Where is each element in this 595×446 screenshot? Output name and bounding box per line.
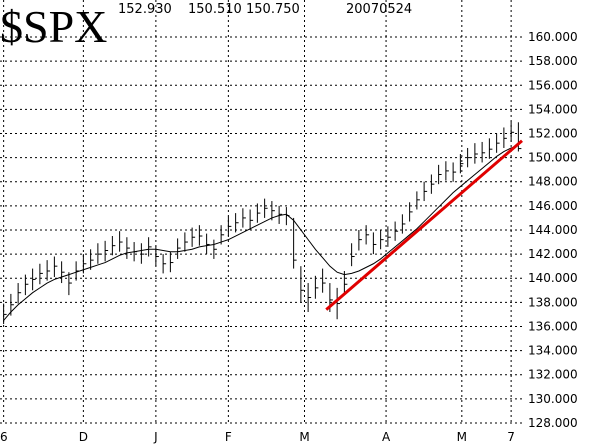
moving-average <box>3 145 519 321</box>
chart-title: $SPX <box>0 1 107 52</box>
y-tick-label: 140.000 <box>528 271 578 285</box>
x-tick-label: J <box>153 430 158 444</box>
y-tick-label: 150.000 <box>528 151 578 165</box>
y-tick-label: 146.000 <box>528 199 578 213</box>
y-tick-label: 132.000 <box>528 368 578 382</box>
x-tick-label: F <box>225 430 232 444</box>
header-low: 150.510 <box>188 2 242 17</box>
y-tick-label: 158.000 <box>528 54 578 68</box>
y-tick-label: 138.000 <box>528 295 578 309</box>
x-tick-label: M <box>457 430 467 444</box>
header-close: 150.750 <box>246 2 300 17</box>
y-tick-label: 156.000 <box>528 78 578 92</box>
x-tick-label: A <box>382 430 391 444</box>
x-tick-label: D <box>79 430 88 444</box>
x-tick-label: M <box>299 430 309 444</box>
y-tick-label: 152.000 <box>528 127 578 141</box>
plot-area: 128.000 130.000 132.000 134.000 136.000 138.0… <box>0 0 578 444</box>
y-tick-label: 130.000 <box>528 392 578 406</box>
trendline <box>325 139 523 311</box>
y-tick-label: 142.000 <box>528 247 578 261</box>
y-tick-label: 160.000 <box>528 30 578 44</box>
header-high: 152.930 <box>118 2 172 17</box>
y-tick-label: 134.000 <box>528 344 578 358</box>
y-tick-label: 154.000 <box>528 102 578 116</box>
x-tick-label: 6 <box>0 430 8 444</box>
y-tick-label: 148.000 <box>528 175 578 189</box>
y-tick-label: 144.000 <box>528 223 578 237</box>
y-tick-label: 128.000 <box>528 416 578 430</box>
y-tick-label: 136.000 <box>528 319 578 333</box>
x-tick-label: 7 <box>507 430 515 444</box>
header-date: 20070524 <box>346 2 412 17</box>
